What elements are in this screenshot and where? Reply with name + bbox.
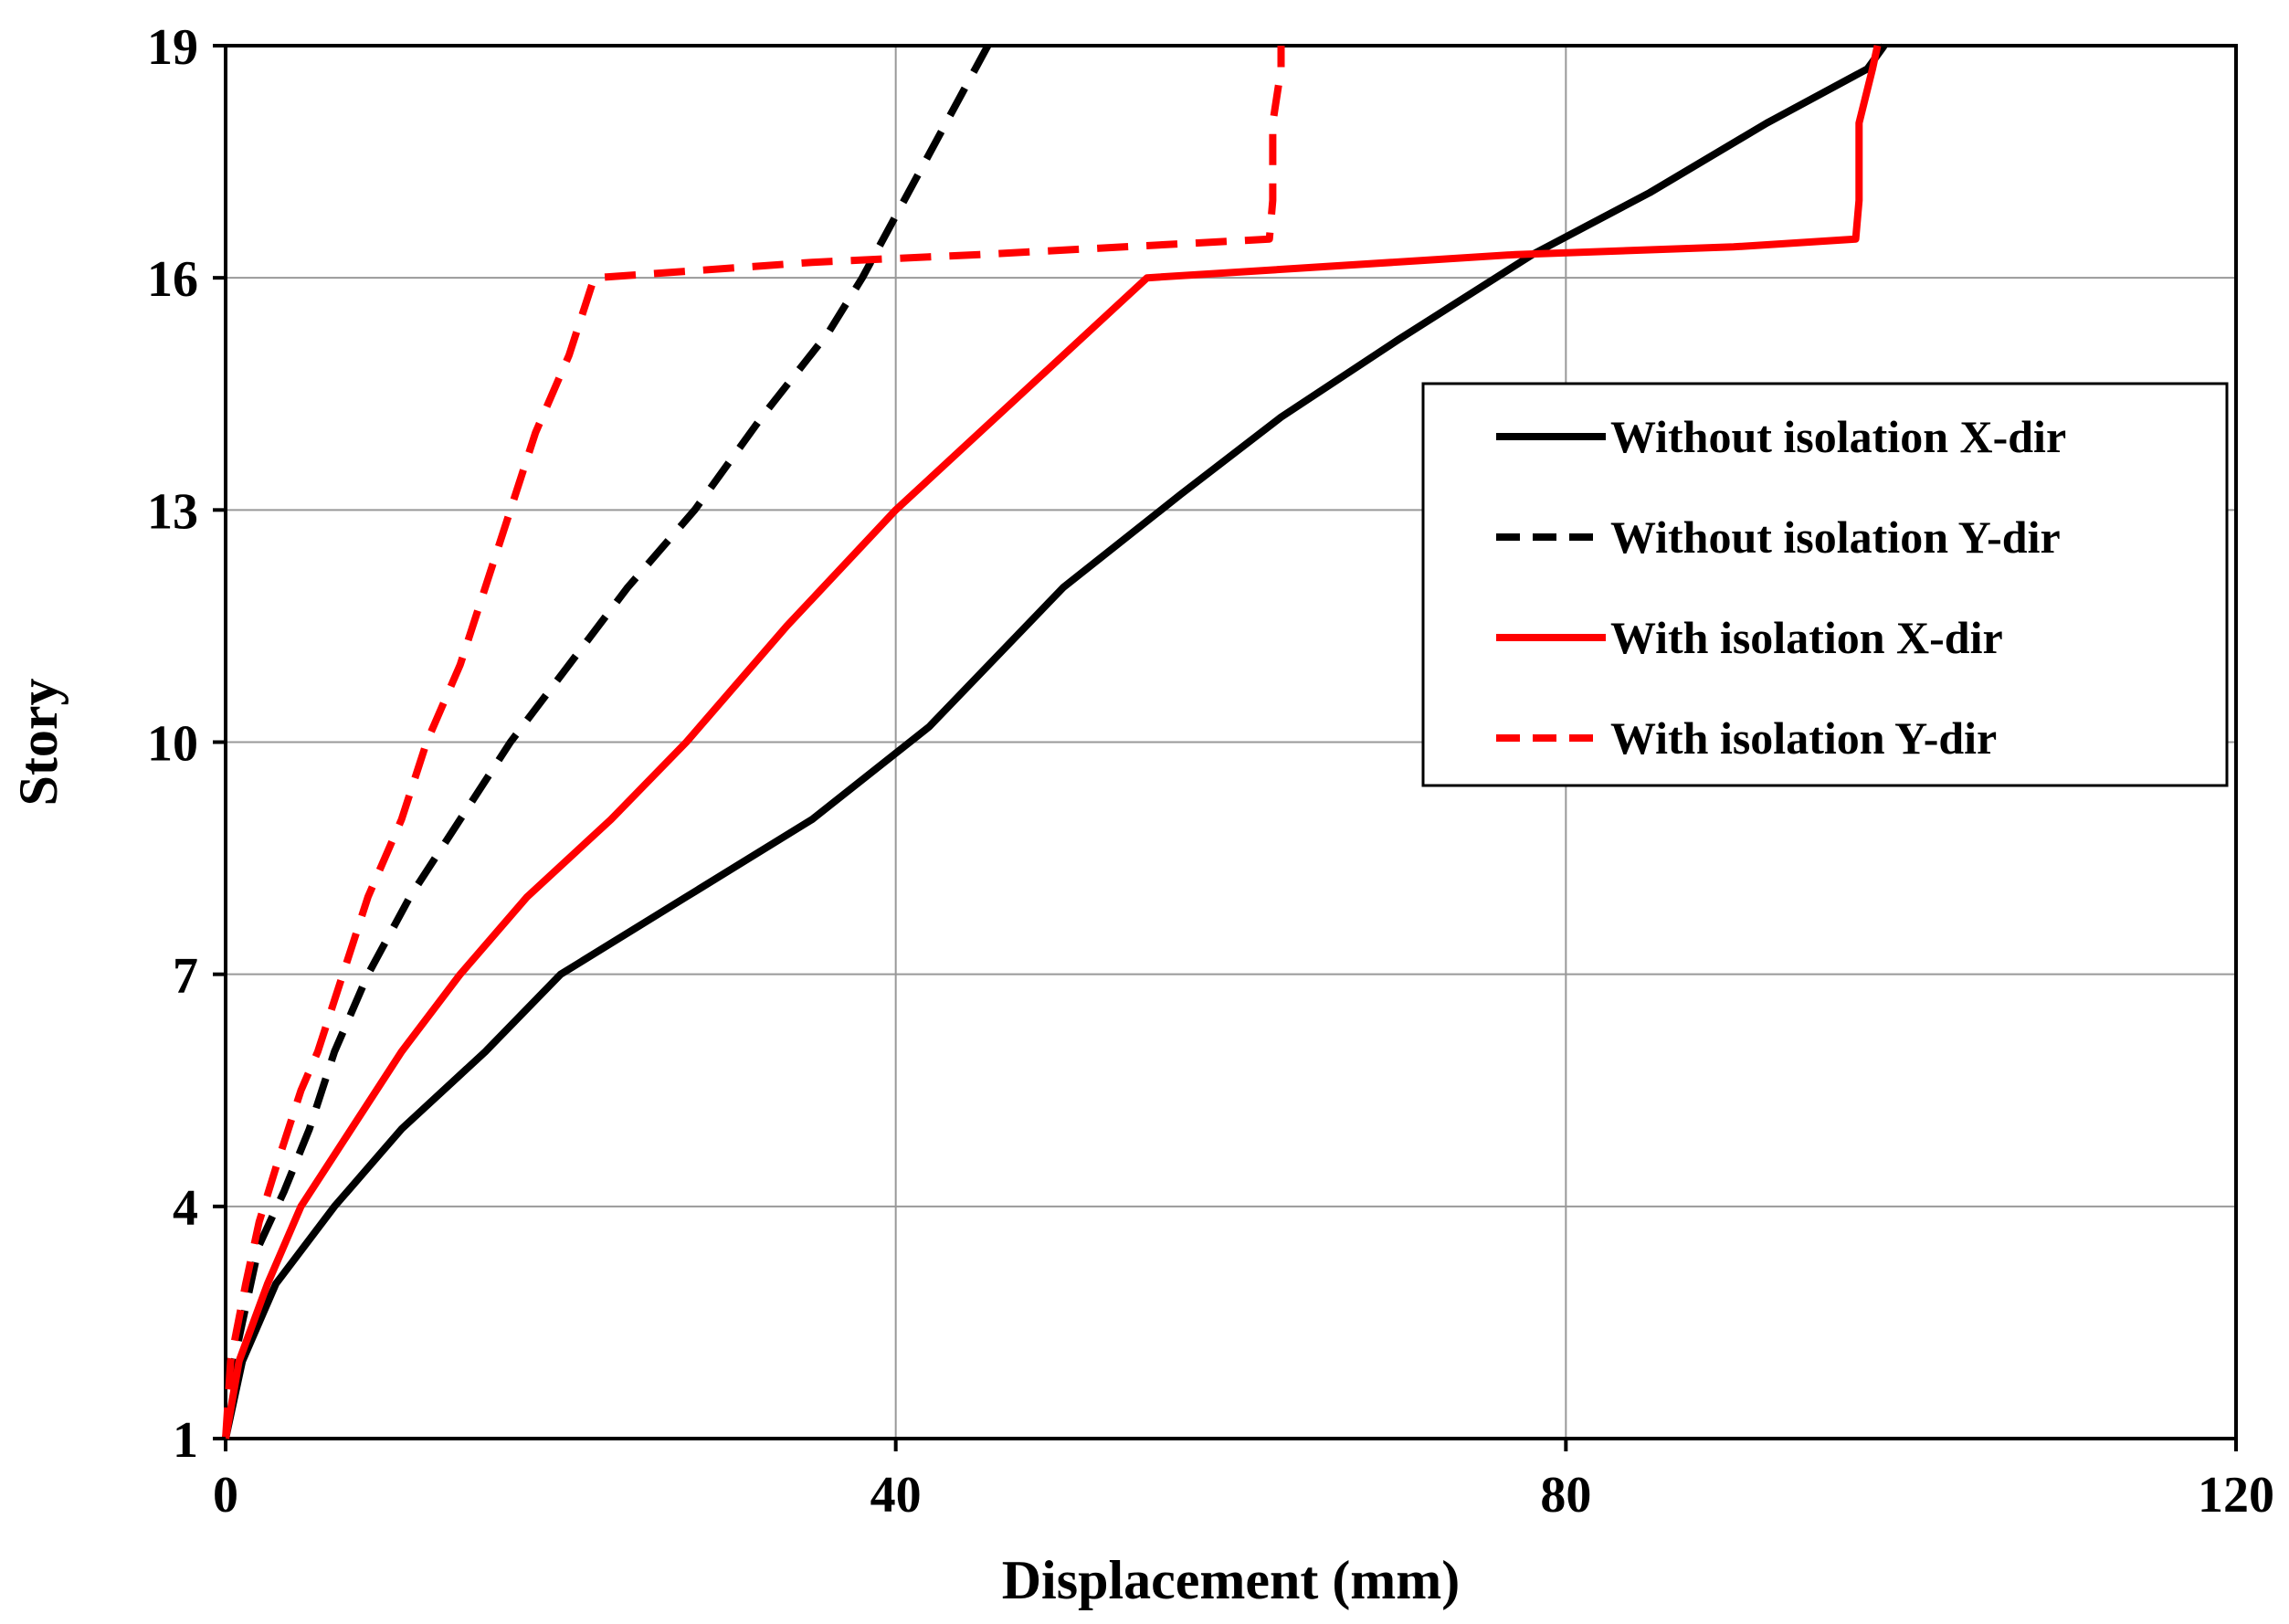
x-tick-label: 0 [213, 1467, 238, 1524]
series-line-4 [222, 46, 1285, 1439]
y-tick-label: 10 [147, 716, 198, 773]
y-tick-label: 16 [147, 251, 198, 308]
legend-label-4: With isolation Y-dir [1610, 712, 1997, 764]
axis-ticks: 0 40 80 120 1 4 7 10 13 16 19 [147, 19, 2274, 1524]
legend-box [1421, 382, 2229, 787]
x-tick-label: 40 [870, 1467, 922, 1524]
series-layer [222, 43, 1888, 1439]
x-tick-label: 120 [2198, 1467, 2274, 1524]
x-axis-label: Displacement (mm) [1002, 1550, 1461, 1610]
y-axis-label: Story [8, 679, 69, 807]
legend-label-3: With isolation X-dir [1610, 612, 2003, 663]
y-tick-label: 19 [147, 19, 198, 76]
y-tick-label: 4 [173, 1180, 198, 1237]
legend-label-1: Without isolation X-dir [1610, 411, 2066, 462]
y-tick-label: 7 [173, 948, 198, 1005]
legend: Without isolation X-dir Without isolation… [1421, 382, 2229, 787]
series-line-2 [222, 44, 992, 1439]
series-line-1 [222, 43, 1888, 1439]
y-tick-label: 1 [173, 1412, 198, 1469]
legend-label-2: Without isolation Y-dir [1610, 511, 2061, 563]
y-tick-label: 13 [147, 483, 198, 540]
series-line-3 [222, 45, 1882, 1439]
x-tick-label: 80 [1540, 1467, 1591, 1524]
